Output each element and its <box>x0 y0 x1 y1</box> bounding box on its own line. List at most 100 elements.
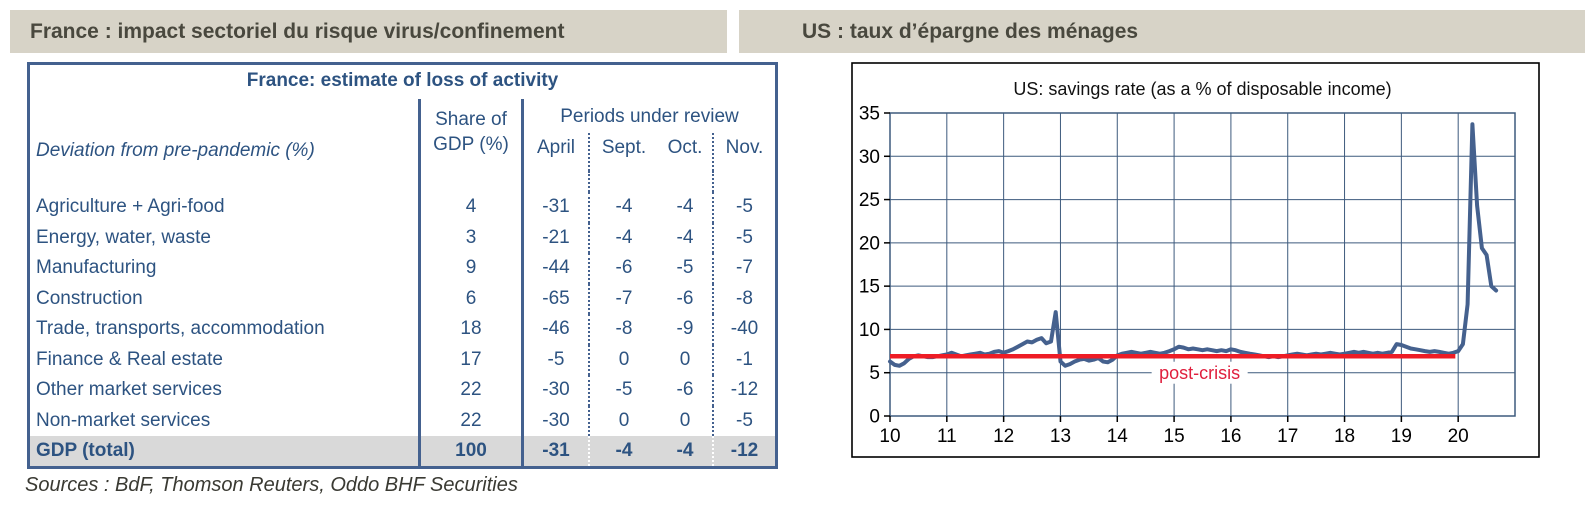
table-row-cell: -4 <box>676 226 694 248</box>
table-row-cell: Manufacturing <box>36 257 157 278</box>
total-row-cell: -4 <box>588 436 658 466</box>
table-row-cell: -6 <box>676 287 694 309</box>
table-row-cell: -7 <box>712 253 775 284</box>
table-row-cell: Non-market services <box>36 409 211 431</box>
table-row-cell: -46 <box>521 314 588 345</box>
spacer-cell <box>588 171 658 192</box>
table-row-cell: -8 <box>712 283 775 314</box>
share-of-gdp-header: Share of GDP (%) <box>418 99 521 171</box>
right-section-title: US : taux d’épargne des ménages <box>739 10 1585 53</box>
period-column-headers: April Sept. Oct. Nov. <box>524 133 775 171</box>
table-row-cell: Finance & Real estate <box>36 348 223 370</box>
periods-header-group: Periods under review April Sept. Oct. No… <box>521 99 775 171</box>
total-row-cell: -4 <box>658 436 712 466</box>
table-row-cell: Trade, transports, accommodation <box>36 318 325 339</box>
row-label-header: Deviation from pre-pandemic (%) <box>36 140 315 161</box>
spacer-cell <box>658 171 712 192</box>
table-row-cell: 0 <box>588 405 658 436</box>
table-row-cell: 9 <box>418 253 521 284</box>
left-section-title-text: France : impact sectoriel du risque viru… <box>30 19 565 43</box>
france-loss-table: France: estimate of loss of activity Dev… <box>27 62 778 469</box>
table-row-cell: -40 <box>712 314 775 345</box>
table-row-cell: -5 <box>521 344 588 375</box>
spacer-cell <box>521 171 588 192</box>
x-tick-label: 14 <box>1107 426 1129 447</box>
x-tick-label: 18 <box>1334 426 1355 447</box>
x-tick-label: 11 <box>937 426 957 447</box>
x-tick-label: 15 <box>1164 426 1185 447</box>
reference-label-bg <box>1151 361 1248 384</box>
table-row-cell: Agriculture + Agri-food <box>36 196 225 217</box>
table-row-cell: Other market services <box>36 379 222 400</box>
table-row-cell: -6 <box>588 253 658 284</box>
table-row-cell: -30 <box>521 375 588 406</box>
table-row-cell: 17 <box>418 344 521 375</box>
total-row-cell: GDP (total) <box>30 436 418 466</box>
table-row-cell: -31 <box>521 192 588 223</box>
us-savings-chart-svg: US: savings rate (as a % of disposable i… <box>851 62 1540 458</box>
table-row-cell: -4 <box>588 192 658 223</box>
table-row-cell: -7 <box>588 283 658 314</box>
table-row-cell: 3 <box>418 222 521 253</box>
left-section-title: France : impact sectoriel du risque viru… <box>10 10 727 53</box>
total-row-cell: 100 <box>418 436 521 466</box>
x-tick-label: 10 <box>879 426 900 447</box>
spacer-cell <box>30 171 418 192</box>
table-row-cell: -5 <box>676 257 694 278</box>
y-tick-label: 30 <box>859 147 880 168</box>
chart-title: US: savings rate (as a % of disposable i… <box>1013 79 1391 99</box>
table-row-cell: 6 <box>418 283 521 314</box>
table-row-cell: 18 <box>418 314 521 345</box>
x-tick-label: 19 <box>1391 426 1412 447</box>
chart-frame <box>851 62 1540 458</box>
spacer-cell <box>712 171 775 192</box>
y-tick-label: 35 <box>859 104 880 125</box>
col-header-nov: Nov. <box>712 133 775 171</box>
table-row-cell: -1 <box>712 344 775 375</box>
y-tick-label: 15 <box>859 277 880 298</box>
reference-line-label: post-crisis <box>1159 363 1240 383</box>
table-row-cell: 22 <box>418 405 521 436</box>
us-savings-chart: US: savings rate (as a % of disposable i… <box>851 62 1540 463</box>
table-row-cell: 4 <box>418 192 521 223</box>
table-row-cell: -6 <box>676 379 694 400</box>
table-row-cell: -5 <box>712 222 775 253</box>
table-row-cell: -30 <box>521 405 588 436</box>
sources-note: Sources : BdF, Thomson Reuters, Oddo BHF… <box>25 474 518 496</box>
table-row-cell: -4 <box>676 196 694 217</box>
table-row-cell: -21 <box>521 222 588 253</box>
share-header-line1: Share of <box>435 109 507 130</box>
periods-under-review-header: Periods under review <box>560 106 739 127</box>
right-section-title-text: US : taux d’épargne des ménages <box>802 19 1139 43</box>
col-header-oct: Oct. <box>667 137 703 158</box>
spacer-cell <box>418 171 521 192</box>
table-row-cell: 22 <box>418 375 521 406</box>
x-tick-label: 17 <box>1277 426 1298 447</box>
y-tick-label: 25 <box>859 190 880 211</box>
x-tick-label: 13 <box>1050 426 1071 447</box>
col-header-april: April <box>536 137 575 158</box>
y-tick-label: 10 <box>859 320 880 341</box>
total-row-cell: -31 <box>521 436 588 466</box>
share-header-line2: GDP (%) <box>433 134 509 155</box>
y-tick-label: 0 <box>869 407 880 428</box>
table-row-cell: -4 <box>588 222 658 253</box>
table-row-cell: 0 <box>679 409 691 431</box>
table-row-cell: -5 <box>712 192 775 223</box>
table-title: France: estimate of loss of activity <box>246 70 559 91</box>
france-loss-table-grid: France: estimate of loss of activity Dev… <box>30 65 775 466</box>
table-row-cell: -5 <box>712 405 775 436</box>
x-tick-label: 20 <box>1448 426 1469 447</box>
table-row-cell: -44 <box>521 253 588 284</box>
x-tick-label: 12 <box>993 426 1014 447</box>
plot-border <box>889 112 1516 417</box>
table-row-cell: 0 <box>679 348 691 370</box>
table-row-cell: Energy, water, waste <box>36 226 211 248</box>
y-tick-label: 5 <box>869 363 880 384</box>
table-row-cell: -8 <box>588 314 658 345</box>
x-tick-label: 16 <box>1220 426 1241 447</box>
series-line <box>888 122 1499 368</box>
table-row-cell: -65 <box>521 283 588 314</box>
total-row-cell: -12 <box>712 436 775 466</box>
col-header-sept: Sept. <box>588 133 658 171</box>
